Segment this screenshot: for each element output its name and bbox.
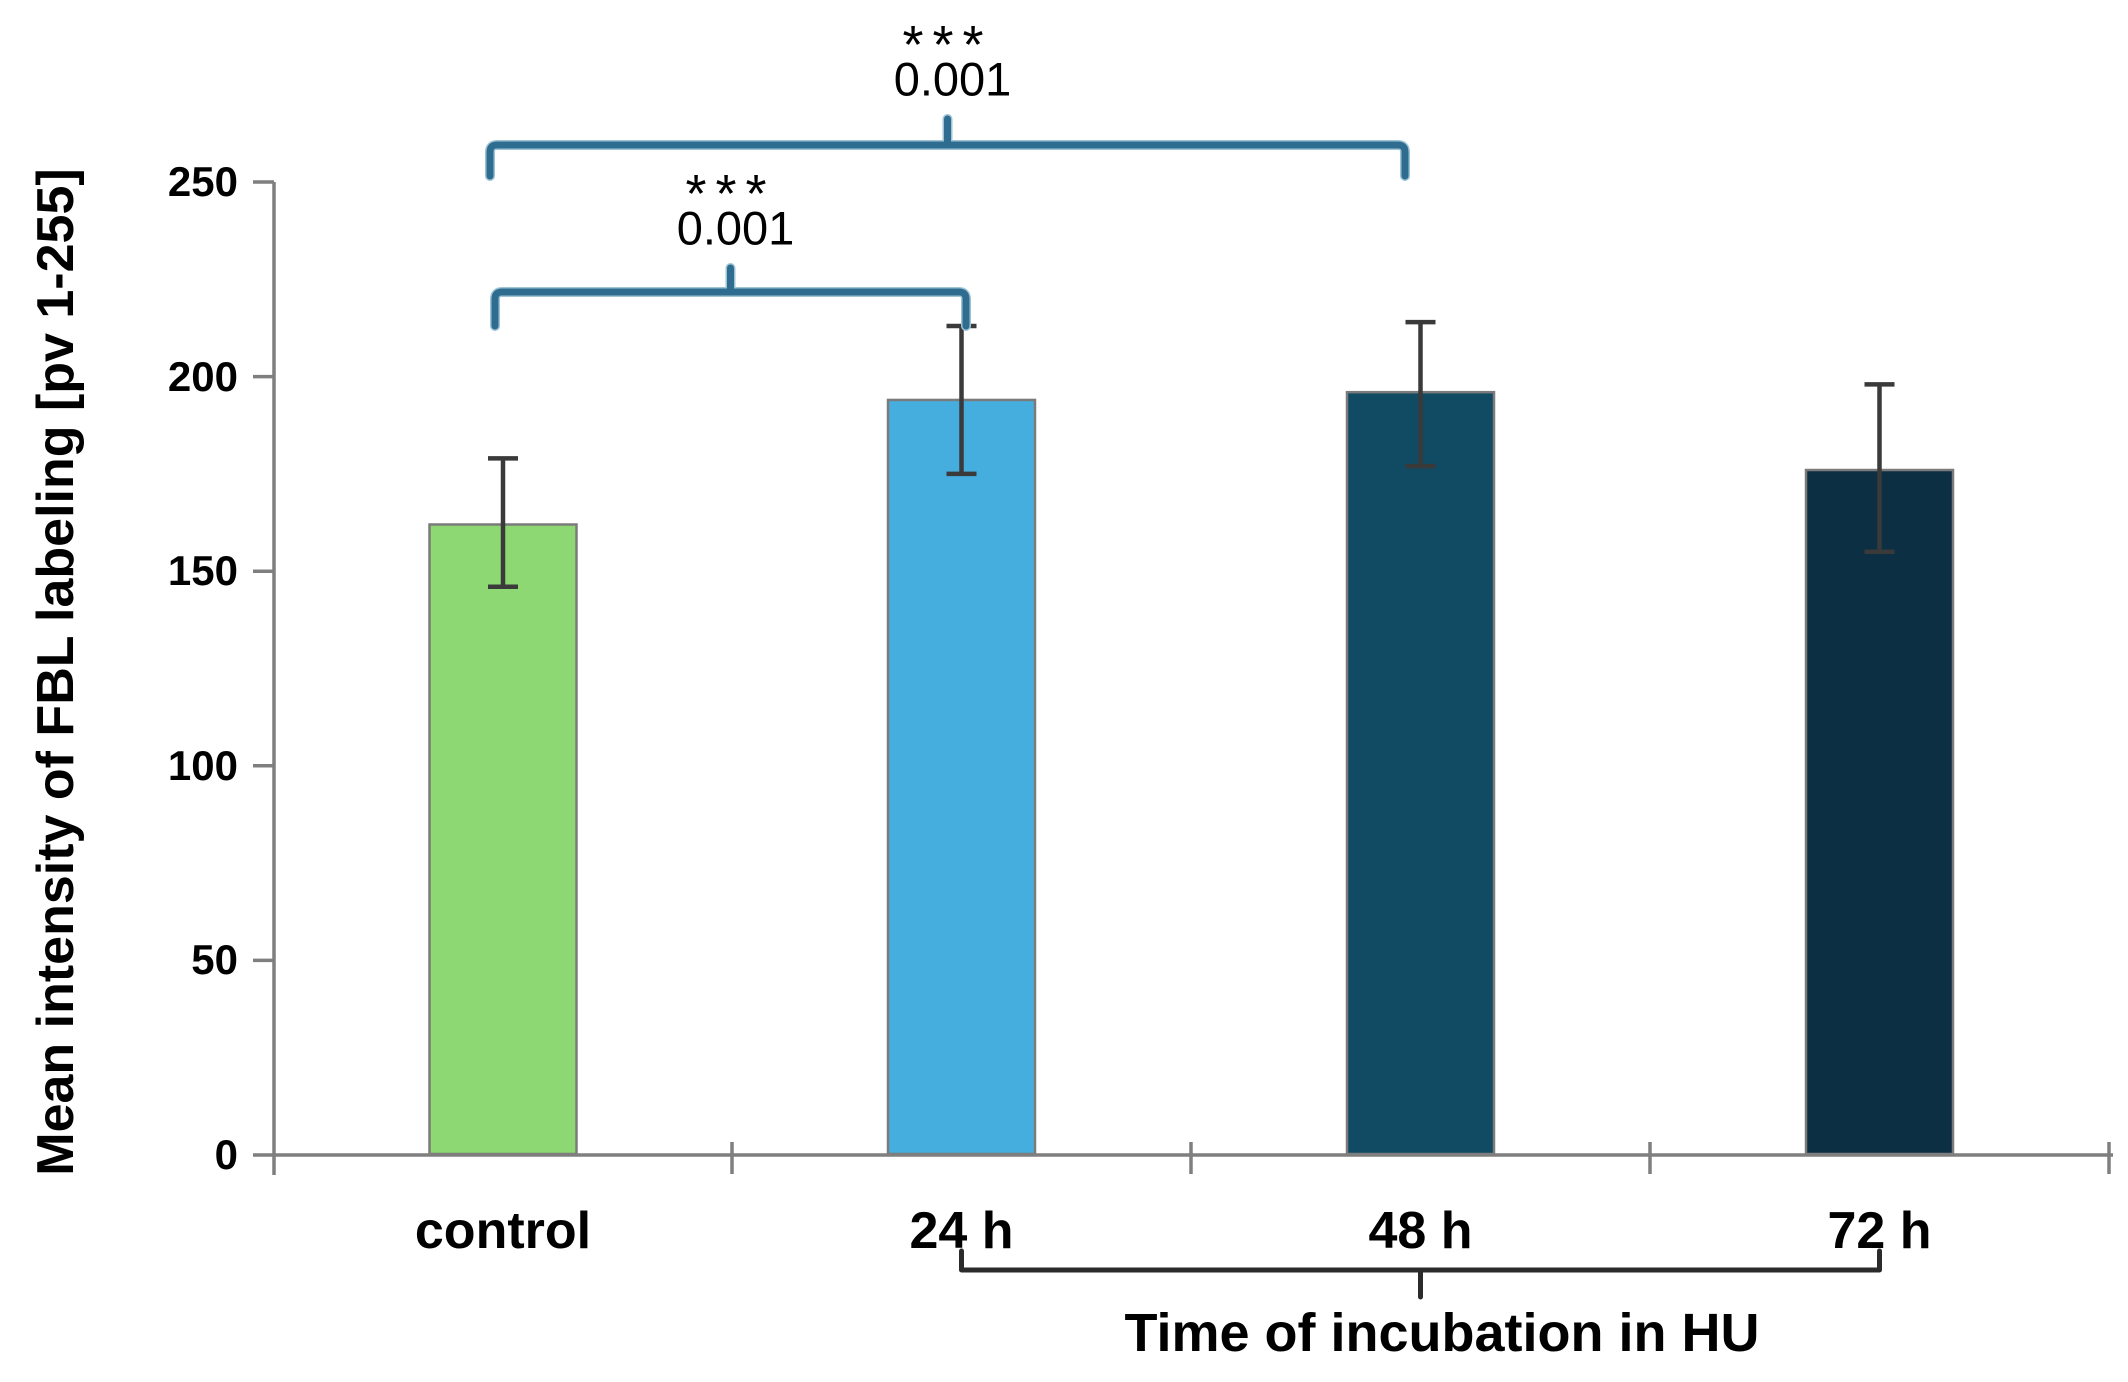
error-bar-48h bbox=[1405, 319, 1436, 469]
significance-bracket bbox=[486, 115, 1409, 180]
bar-control bbox=[428, 523, 578, 1156]
x-category-label: 72 h bbox=[1827, 1202, 1932, 1260]
x-bracket-title: Time of incubation in HU bbox=[1124, 1303, 1760, 1363]
significance-p-value: 0.001 bbox=[893, 52, 1012, 106]
significance-p-value: 0.001 bbox=[676, 201, 795, 255]
x-category-label: control bbox=[414, 1202, 592, 1260]
y-tick-label: 50 bbox=[191, 936, 238, 984]
y-tick-label: 100 bbox=[167, 741, 238, 789]
x-category-label: 24 h bbox=[909, 1202, 1014, 1260]
y-tick-label: 150 bbox=[167, 547, 238, 595]
error-bar-72h bbox=[1864, 382, 1895, 554]
significance-stars: *** bbox=[685, 164, 776, 224]
error-bar-control bbox=[488, 456, 518, 590]
significance-stars: *** bbox=[902, 15, 993, 75]
y-tick-label: 200 bbox=[167, 352, 238, 400]
y-axis-title: Mean intensity of FBL labeling [pv 1-255… bbox=[27, 168, 85, 1176]
y-tick-label: 250 bbox=[167, 158, 238, 205]
x-range-bracket bbox=[959, 1248, 1882, 1300]
bar-24h bbox=[886, 398, 1037, 1156]
significance-bracket bbox=[491, 264, 970, 330]
x-category-label: 48 h bbox=[1368, 1202, 1473, 1260]
bar-48h bbox=[1345, 390, 1496, 1156]
y-tick-label: 0 bbox=[214, 1131, 238, 1178]
bar-72h bbox=[1804, 468, 1955, 1156]
